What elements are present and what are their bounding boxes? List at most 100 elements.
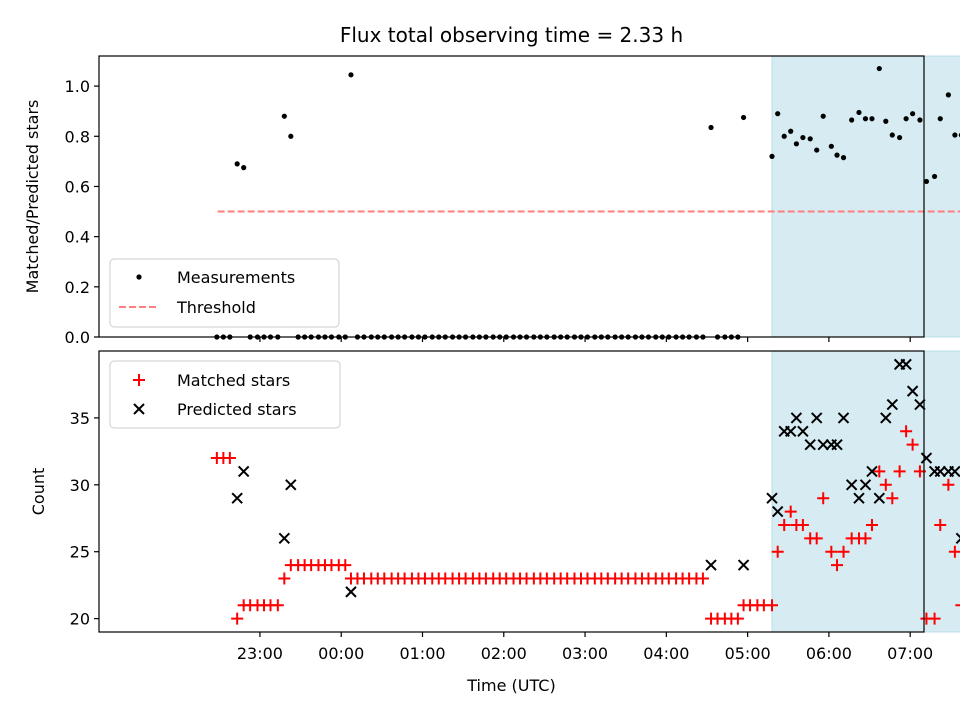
- predicted-star-points: [231, 358, 960, 598]
- observing-window-highlight-bottom: [771, 350, 960, 633]
- measurement-point: [876, 65, 882, 72]
- matched-star-point: [766, 599, 779, 612]
- ratio-y-tick-label: 0.6: [65, 177, 90, 196]
- measurement-point: [800, 134, 806, 141]
- count-y-tick-label: 35: [70, 409, 90, 428]
- predicted-star-point: [859, 479, 872, 491]
- measurement-point: [740, 114, 747, 121]
- matched-star-point: [955, 604, 960, 607]
- matched-star-point: [778, 518, 791, 531]
- measurement-point: [883, 118, 889, 124]
- measurement-point: [849, 117, 855, 123]
- matched-star-point: [942, 478, 955, 491]
- legend-measurements-label: Measurements: [177, 268, 295, 287]
- matched-star-point: [223, 452, 236, 465]
- ratio-y-tick-label: 0.2: [65, 278, 90, 297]
- predicted-star-point: [784, 425, 797, 437]
- matched-star-point: [271, 599, 284, 612]
- observing-window-highlight-top: [771, 55, 960, 338]
- predicted-star-point: [949, 465, 960, 478]
- count-panel: 20 25 30 35 23:00 00:00 01:00 02:00 03:00 04:00 0…: [29, 350, 960, 695]
- count-x-tick-label: 07:00: [887, 644, 933, 663]
- predicted-star-point: [790, 412, 803, 424]
- measurement-point: [828, 143, 834, 149]
- measurement-point: [281, 113, 287, 119]
- predicted-star-point: [231, 492, 243, 504]
- predicted-star-point: [797, 425, 809, 437]
- matched-star-point: [900, 425, 913, 438]
- count-x-tick-label: 00:00: [318, 644, 364, 663]
- count-x-tick-label: 05:00: [725, 644, 771, 663]
- predicted-star-point: [804, 438, 816, 451]
- measurement-point: [931, 173, 938, 180]
- measurement-point: [807, 136, 813, 142]
- ratio-y-ticks: 0.0 0.2 0.4 0.6 0.8 1.0: [65, 77, 99, 347]
- matched-star-point: [837, 545, 850, 558]
- predicted-star-point: [237, 465, 250, 478]
- legend-matched-marker: [133, 374, 145, 386]
- matched-star-point: [893, 465, 906, 478]
- matched-star-point: [934, 518, 947, 531]
- count-y-ticks: 20 25 30 35: [70, 409, 99, 629]
- matched-star-point: [865, 518, 878, 531]
- predicted-star-point: [866, 465, 878, 478]
- matched-star-point: [810, 532, 823, 545]
- predicted-star-point: [914, 398, 926, 411]
- measurement-point: [910, 111, 916, 117]
- predicted-star-point: [817, 438, 829, 451]
- measurement-point: [862, 116, 869, 122]
- measurement-point: [814, 147, 820, 153]
- predicted-star-point: [845, 479, 858, 491]
- measurement-point: [241, 165, 247, 171]
- measurement-point: [769, 153, 775, 159]
- count-x-tick-label: 02:00: [481, 644, 527, 663]
- matched-star-point: [831, 559, 844, 572]
- count-legend-box: [109, 360, 341, 429]
- matched-star-point: [796, 518, 809, 531]
- matched-star-point: [731, 612, 744, 625]
- predicted-star-point: [737, 559, 750, 571]
- matched-star-point: [879, 478, 892, 491]
- predicted-star-point: [880, 412, 892, 424]
- matched-star-point: [886, 492, 899, 505]
- measurement-point: [856, 109, 862, 116]
- legend-matched-label: Matched stars: [177, 371, 290, 390]
- predicted-star-point: [766, 492, 778, 504]
- measurement-point: [945, 92, 951, 98]
- legend-predicted-marker: [133, 403, 145, 415]
- predicted-star-point: [771, 505, 784, 518]
- count-x-ticks: 23:00 00:00 01:00 02:00 03:00 04:00 05:00 06:00…: [237, 632, 933, 663]
- measurement-point: [840, 155, 847, 161]
- predicted-star-point: [705, 559, 717, 571]
- predicted-star-point: [873, 492, 886, 504]
- count-legend: Matched stars Predicted stars: [109, 360, 341, 429]
- predicted-star-point: [278, 532, 291, 545]
- predicted-star-point: [853, 492, 865, 504]
- ratio-legend: Measurements Threshold: [109, 258, 340, 328]
- measurement-point: [889, 132, 895, 138]
- matched-star-point: [817, 492, 830, 505]
- legend-predicted-label: Predicted stars: [177, 400, 297, 419]
- predicted-star-point: [886, 398, 899, 411]
- matched-star-point: [948, 545, 960, 558]
- predicted-star-point: [831, 438, 843, 451]
- count-x-tick-label: 04:00: [643, 644, 689, 663]
- predicted-star-point: [955, 532, 960, 545]
- measurement-point: [869, 116, 875, 122]
- count-axes-frame: [98, 350, 925, 633]
- predicted-star-point: [906, 385, 919, 397]
- predicted-star-point: [900, 358, 912, 371]
- measurement-point: [923, 178, 930, 185]
- ratio-y-tick-label: 0.8: [65, 127, 90, 146]
- measurement-point: [775, 111, 781, 117]
- measurement-point: [234, 161, 240, 167]
- matched-star-points: [210, 425, 960, 625]
- measurement-point: [834, 152, 840, 158]
- measurement-point: [348, 72, 354, 78]
- measurement-point: [708, 124, 714, 131]
- legend-measurement-marker: [136, 274, 142, 280]
- count-y-tick-label: 30: [70, 476, 90, 495]
- matched-star-point: [859, 532, 872, 545]
- matched-star-point: [771, 545, 784, 558]
- ratio-y-tick-label: 0.0: [65, 328, 90, 347]
